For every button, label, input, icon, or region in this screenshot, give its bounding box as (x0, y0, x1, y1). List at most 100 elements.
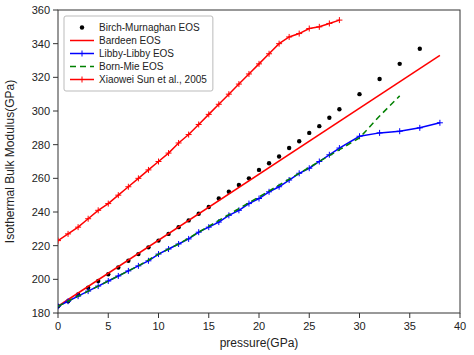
x-axis-label: pressure(GPa) (220, 336, 299, 350)
legend-marker (79, 51, 85, 57)
legend-swatch (70, 40, 94, 42)
plot-frame (58, 10, 460, 313)
point (166, 150, 172, 156)
y-tick-label: 360 (32, 4, 50, 16)
point (377, 130, 383, 136)
point (206, 111, 212, 117)
y-tick-label: 280 (32, 139, 50, 151)
legend-label: Bardeen EOS (99, 35, 161, 46)
y-tick (53, 279, 58, 280)
point (417, 125, 423, 131)
series (58, 55, 440, 306)
y-tick-label: 340 (32, 38, 50, 50)
point (398, 62, 402, 66)
x-tick-label: 30 (353, 320, 365, 332)
y-tick-label: 260 (32, 172, 50, 184)
point (306, 26, 312, 32)
point (226, 91, 232, 97)
point (337, 107, 341, 111)
y-tick (53, 313, 58, 314)
point (196, 121, 202, 127)
x-tick-label: 15 (203, 320, 215, 332)
point (186, 132, 192, 138)
x-tick-label: 10 (152, 320, 164, 332)
point (317, 124, 321, 128)
point (336, 17, 342, 23)
point (58, 238, 61, 244)
point (297, 139, 301, 143)
y-tick (53, 10, 58, 11)
point (277, 154, 281, 158)
legend: Birch-Murnaghan EOS Bardeen EOS Libby-Libb… (64, 16, 213, 91)
legend-marker (80, 25, 84, 29)
series (58, 120, 443, 309)
point (276, 41, 282, 47)
y-tick (53, 43, 58, 44)
y-tick (53, 178, 58, 179)
y-tick (53, 111, 58, 112)
series-line (58, 55, 440, 306)
point (326, 20, 332, 26)
legend-label: Libby-Libby EOS (99, 48, 174, 59)
x-tick-label: 25 (303, 320, 315, 332)
x-tick-label: 5 (105, 320, 111, 332)
point (397, 128, 403, 134)
x-tick-label: 0 (55, 320, 61, 332)
point (307, 131, 311, 135)
legend-box (64, 16, 213, 91)
y-axis-label: Isothermal Bulk Modulus(GPa) (3, 80, 17, 243)
point (65, 231, 71, 237)
point (437, 120, 443, 126)
legend-swatch (70, 66, 94, 68)
point (75, 224, 81, 230)
x-tick (58, 313, 59, 318)
point (256, 61, 262, 67)
plot-area (58, 17, 443, 309)
point (266, 51, 272, 57)
y-tick-label: 180 (32, 307, 50, 319)
point (287, 146, 291, 150)
point (105, 201, 111, 207)
point (236, 81, 242, 87)
legend-label: Born-Mie EOS (99, 61, 164, 72)
point (115, 273, 121, 279)
point (357, 92, 361, 96)
point (267, 161, 271, 165)
x-tick-label: 40 (454, 320, 466, 332)
x-tick (208, 313, 209, 318)
point (216, 101, 222, 107)
legend-label: Birch-Murnaghan EOS (99, 22, 200, 33)
y-tick (53, 245, 58, 246)
y-tick-label: 240 (32, 206, 50, 218)
point (246, 71, 252, 77)
y-tick-label: 200 (32, 273, 50, 285)
y-tick-label: 220 (32, 240, 50, 252)
point (156, 159, 162, 165)
point (85, 216, 91, 222)
point (327, 116, 331, 120)
point (115, 192, 121, 198)
point (296, 31, 302, 37)
point (418, 47, 422, 51)
y-tick (53, 144, 58, 145)
x-tick (259, 313, 260, 318)
legend-label: Xiaowei Sun et al., 2005 (99, 74, 207, 85)
point (135, 175, 141, 181)
x-tick-label: 35 (404, 320, 416, 332)
series-line (58, 96, 400, 306)
point (95, 207, 101, 213)
x-tick (108, 313, 109, 318)
point (105, 278, 111, 284)
legend-marker (79, 77, 85, 83)
point (125, 184, 131, 190)
point (316, 24, 322, 30)
point (125, 268, 131, 274)
y-tick (53, 77, 58, 78)
point (286, 34, 292, 40)
point (377, 77, 381, 81)
x-tick (359, 313, 360, 318)
series-line (58, 123, 440, 306)
y-tick-label: 320 (32, 71, 50, 83)
chart: 0510152025303540180200220240260280300320… (0, 0, 474, 355)
point (257, 168, 261, 172)
